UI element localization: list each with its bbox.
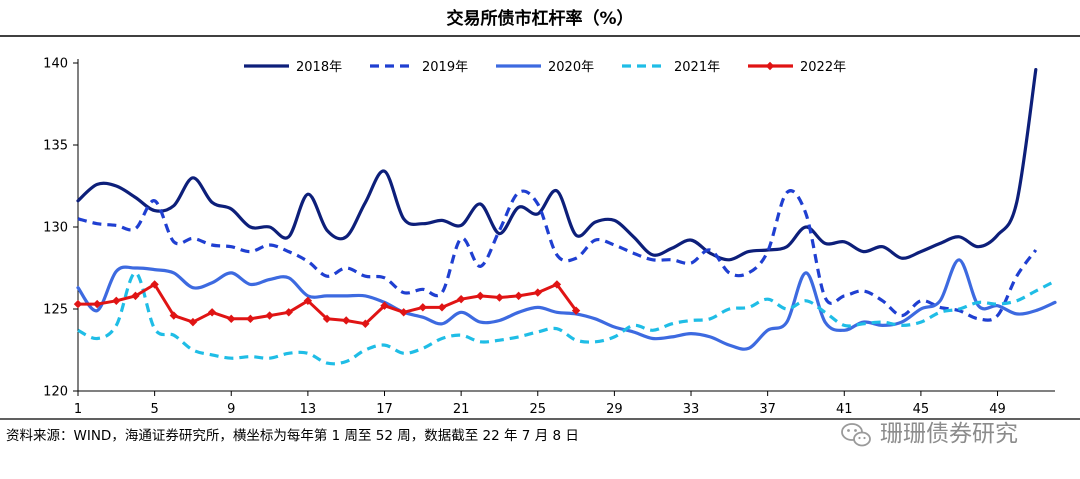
series-line-0: [76, 68, 1038, 262]
data-point-marker: [495, 293, 504, 302]
series-line-1: [77, 189, 1038, 322]
x-tick-label: 5: [150, 402, 158, 417]
data-point-marker: [533, 288, 542, 297]
x-tick-label: 29: [606, 402, 623, 417]
data-point-marker: [246, 314, 255, 324]
y-tick-label: 125: [43, 303, 68, 318]
legend-marker-4: [765, 61, 775, 71]
y-tick-label: 120: [43, 385, 68, 400]
data-point-marker: [227, 314, 236, 324]
x-tick-label: 37: [759, 402, 776, 417]
legend: 2018年 2019年 2020年 2021年 2022年: [244, 60, 846, 75]
data-point-marker: [131, 291, 140, 301]
data-point-marker: [303, 296, 313, 305]
legend-label-0: 2018年: [296, 60, 342, 75]
x-tick-label: 1: [74, 402, 82, 417]
x-tick-label: 25: [529, 402, 546, 417]
axes: 120 125 130 135 140 1 5 9 13 17 21 25 29 33 37 41 45 49: [43, 57, 1055, 417]
watermark-text: 珊珊债券研究: [880, 421, 1018, 447]
source-note: 资料来源：WIND，海通证券研究所，横坐标为每年第 1 周至 52 周，数据截至…: [6, 427, 579, 444]
x-tick-label: 45: [913, 402, 930, 417]
x-tick-label: 41: [836, 402, 853, 417]
series-line-3: [77, 271, 1056, 366]
y-tick-label: 130: [43, 221, 68, 236]
legend-label-1: 2019年: [422, 60, 468, 75]
data-point-marker: [552, 280, 562, 289]
x-tick-label: 21: [453, 402, 470, 417]
y-tick-label: 140: [43, 57, 68, 72]
x-tick-label: 13: [300, 402, 317, 417]
data-point-marker: [571, 306, 581, 315]
legend-label-3: 2021年: [674, 60, 720, 75]
data-point-marker: [207, 308, 217, 317]
x-tick-label: 9: [227, 402, 235, 417]
data-point-marker: [341, 316, 351, 325]
legend-label-4: 2022年: [800, 60, 846, 75]
data-point-marker: [456, 294, 466, 304]
y-tick-label: 135: [43, 139, 68, 154]
data-point-marker: [361, 319, 370, 328]
data-point-marker: [399, 308, 408, 317]
x-tick-label: 33: [683, 402, 700, 417]
chart-title: 交易所债市杠杆率（%）: [446, 8, 633, 29]
data-point-marker: [73, 299, 83, 309]
series-layer: [73, 68, 1057, 366]
data-point-marker: [169, 311, 178, 320]
data-point-marker: [380, 301, 389, 310]
data-point-marker: [265, 311, 274, 320]
data-point-marker: [112, 296, 121, 305]
data-point-marker: [322, 314, 332, 324]
x-tick-label: 49: [989, 402, 1006, 417]
data-point-marker: [418, 303, 428, 312]
legend-label-2: 2020年: [548, 60, 594, 75]
data-point-marker: [437, 303, 447, 312]
data-point-marker: [284, 308, 293, 317]
data-point-marker: [514, 291, 523, 301]
data-point-marker: [476, 291, 485, 301]
wechat-icon: [841, 423, 871, 447]
watermark: 珊珊债券研究: [841, 421, 1018, 447]
data-point-marker: [150, 280, 159, 289]
data-point-marker: [188, 317, 198, 327]
data-point-marker: [92, 299, 102, 309]
x-tick-label: 17: [376, 402, 393, 417]
